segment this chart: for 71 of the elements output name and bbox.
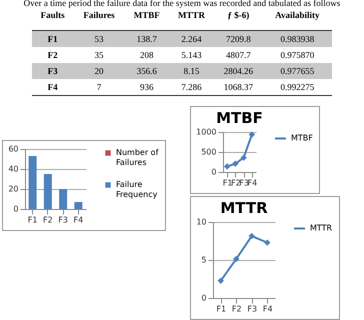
text: 7209.8 <box>214 30 263 47</box>
y-tick-label: 60 <box>8 144 18 154</box>
text: 138.7 <box>124 30 169 47</box>
text: Failures <box>82 9 116 22</box>
text: F3 <box>32 63 74 79</box>
text: 936 <box>138 81 154 94</box>
bar <box>44 174 52 209</box>
point <box>248 131 256 138</box>
text: 8.15 <box>168 63 214 79</box>
x-tick-label: F4 <box>262 304 273 314</box>
y-tick-label: 40 <box>8 164 18 174</box>
text: 356.6 <box>124 63 169 79</box>
text: 35 <box>94 49 104 62</box>
text: ƒ $-6) <box>226 9 250 22</box>
text: 5.143 <box>180 49 203 62</box>
bar <box>59 189 68 209</box>
bar <box>74 202 82 209</box>
legend-label: Number of Failures <box>116 148 159 167</box>
x-tick-label: F1 <box>28 216 38 224</box>
point <box>264 239 270 246</box>
y-tick-label: 0 <box>13 204 18 214</box>
x-tick-label: F1 <box>222 178 232 188</box>
chart-title: MTBF <box>216 109 263 127</box>
x-tick-label: F2 <box>232 304 242 314</box>
text: 0.992275 <box>279 81 316 94</box>
text: MTTR <box>176 9 206 22</box>
x-tick-label: F3 <box>239 178 249 188</box>
text: F1 <box>32 30 74 47</box>
x-tick-label: F4 <box>248 178 258 188</box>
point <box>233 256 240 262</box>
x-tick-label: F1 <box>216 304 226 314</box>
x-tick-label: F3 <box>58 216 68 224</box>
legend-label: Failure Frequency <box>116 180 158 199</box>
y-tick-label: 5 <box>201 256 206 264</box>
text: 1068.37 <box>222 81 254 94</box>
text: 20 <box>73 63 125 79</box>
x-tick-label: F2 <box>43 216 53 224</box>
chart-title: MTTR <box>220 199 268 217</box>
y-tick-label: 20 <box>8 184 18 194</box>
text: Availability <box>274 9 320 22</box>
bar <box>28 156 37 209</box>
text: 53 <box>73 30 125 47</box>
x-tick-label: F4 <box>74 216 84 224</box>
point <box>248 232 255 240</box>
y-tick-label: 500 <box>201 148 216 156</box>
x-tick-label: F2 <box>231 178 241 188</box>
text: 0.983938 <box>262 30 332 47</box>
text: F2 <box>46 49 59 62</box>
text: 7.286 <box>180 81 203 94</box>
text: 2.264 <box>168 30 214 47</box>
legend-label: MTBF <box>291 134 314 142</box>
y-tick-label: 0 <box>211 168 216 176</box>
legend-label: MTTR <box>310 224 333 232</box>
x-tick-label: F3 <box>247 304 258 314</box>
text: 4807.7 <box>225 49 252 62</box>
text: Over a time period the failure data for the system was recorded and tabulated as follows <box>22 0 342 9</box>
point <box>232 160 239 167</box>
y-tick-label: 0 <box>201 294 206 302</box>
y-tick-label: 1000 <box>196 128 216 136</box>
text: 0.977655 <box>262 63 332 79</box>
point <box>224 163 230 170</box>
text: 2804.26 <box>214 63 263 79</box>
y-tick-label: 10 <box>196 218 206 226</box>
text: F4 <box>46 81 59 94</box>
point <box>218 278 224 284</box>
text: 208 <box>138 49 154 62</box>
text: 0.975870 <box>279 49 316 62</box>
text: 7 <box>96 81 102 94</box>
text: Faults <box>40 9 66 22</box>
text: MTBF <box>132 9 161 22</box>
point <box>240 154 247 161</box>
